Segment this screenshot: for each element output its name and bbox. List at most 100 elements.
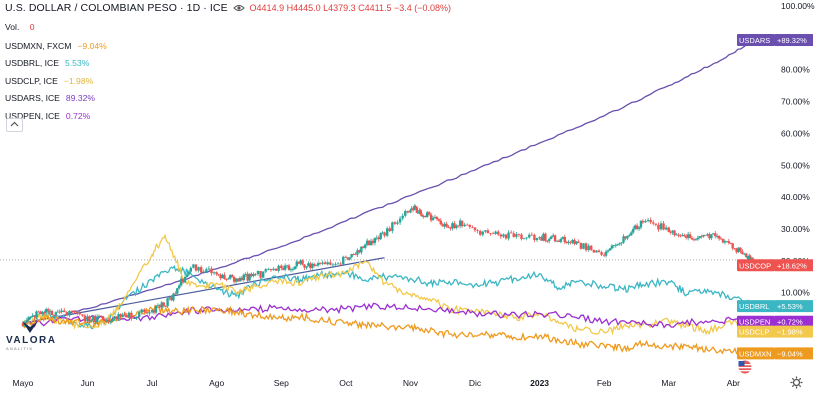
candle-body	[725, 241, 729, 242]
candle-body	[92, 316, 95, 321]
candle-body	[478, 231, 482, 235]
candle-body	[626, 235, 629, 239]
value-tag-symbol: USDBRL	[739, 302, 769, 311]
candle-body	[639, 220, 643, 228]
candle-body	[48, 310, 52, 312]
candle-body	[635, 225, 639, 229]
value-tag-symbol-bg	[737, 315, 775, 328]
candle-body	[694, 239, 698, 241]
valora-logo: VALORA ANALITIK	[6, 319, 55, 351]
candle-body	[178, 285, 181, 289]
candle-body	[637, 227, 641, 229]
candle-body	[679, 235, 682, 237]
candle-body	[600, 252, 603, 255]
candle-body	[708, 234, 711, 239]
candle-body	[293, 266, 297, 269]
candle-body	[68, 311, 71, 316]
value-tag-value: +89.32%	[777, 36, 807, 45]
candle-body	[471, 226, 474, 228]
candle-body	[590, 245, 593, 250]
candle-body	[577, 241, 580, 244]
legend-item-usdars[interactable]: USDARS, ICE 89.32%	[5, 90, 107, 107]
candle-body	[659, 223, 663, 230]
gear-icon[interactable]	[790, 376, 803, 389]
candle-body	[391, 222, 394, 232]
candle-body	[733, 248, 736, 250]
candle-body	[463, 224, 466, 227]
value-tag-usdcop: USDCOP +18.62%	[737, 259, 813, 272]
series-line-usdpen	[22, 302, 757, 329]
candle-body	[606, 250, 610, 252]
candle-body	[667, 227, 670, 232]
candle-body	[451, 223, 454, 229]
candle-body	[107, 319, 111, 323]
legend-item-usdbrl[interactable]: USDBRL, ICE 5.53%	[5, 55, 107, 72]
candle-body	[185, 274, 189, 277]
candle-body	[717, 236, 721, 239]
legend-item-usdpen[interactable]: USDPEN, ICE 0.72%	[5, 108, 107, 125]
candle-body	[199, 267, 203, 273]
usdcop-candles	[21, 204, 757, 327]
candle-body	[544, 233, 547, 241]
candle-body	[398, 218, 402, 223]
candle-body	[215, 272, 218, 275]
candle-body	[441, 224, 444, 227]
candle-body	[234, 278, 238, 282]
candle-body	[160, 302, 163, 308]
candle-body	[553, 235, 557, 242]
candle-body	[393, 222, 397, 224]
y-tick-label: 100.00%	[781, 1, 815, 11]
candle-body	[540, 237, 543, 241]
candle-body	[504, 234, 508, 239]
candle-body	[264, 269, 267, 272]
candle-body	[409, 209, 412, 213]
y-tick-label: 50.00%	[781, 160, 810, 170]
y-tick-label: 60.00%	[781, 128, 810, 138]
candle-body	[261, 271, 265, 278]
candle-body	[301, 260, 304, 265]
value-tag-value: −9.04%	[777, 349, 803, 358]
candle-body	[344, 256, 348, 258]
candle-body	[522, 238, 526, 240]
value-tag-usdclp: USDCLP −1.98%	[737, 325, 813, 338]
legend-item-usdclp[interactable]: USDCLP, ICE −1.98%	[5, 73, 107, 90]
candle-body	[223, 274, 226, 279]
value-tag-symbol-bg	[737, 34, 775, 47]
candle-body	[287, 265, 291, 271]
candle-body	[739, 247, 742, 252]
legend-item-usdmxn[interactable]: USDMXN, FXCM −9.04%	[5, 38, 107, 55]
candle-body	[595, 250, 598, 253]
candle-body	[748, 255, 752, 262]
candle-body	[219, 274, 222, 279]
logo-tagline: ANALITIK	[6, 346, 34, 351]
candle-body	[604, 251, 608, 256]
candle-body	[130, 312, 133, 319]
candle-body	[44, 309, 48, 313]
y-tick-label: 70.00%	[781, 97, 810, 107]
candle-body	[416, 212, 420, 214]
candle-body	[404, 211, 407, 216]
eye-icon[interactable]	[232, 4, 245, 12]
candle-body	[192, 264, 195, 268]
x-tick-label: Oct	[339, 378, 353, 388]
candle-body	[309, 263, 312, 268]
candle-body	[35, 311, 38, 318]
candle-body	[525, 237, 528, 239]
legend-symbol: USDPEN, ICE	[5, 110, 60, 121]
candle-body	[453, 223, 456, 228]
candle-body	[176, 288, 179, 294]
candle-body	[168, 297, 171, 299]
candle-body	[719, 238, 723, 240]
collapse-legend-button[interactable]	[6, 118, 23, 132]
x-tick-label: Mar	[661, 378, 676, 388]
candle-body	[671, 230, 674, 233]
candle-body	[415, 207, 419, 213]
legend-value: −9.04%	[77, 41, 107, 51]
candle-body	[569, 241, 572, 243]
volume-row: Vol. 0	[5, 22, 35, 32]
candle-body	[373, 237, 377, 244]
candle-body	[154, 305, 158, 313]
y-tick-label: 40.00%	[781, 192, 810, 202]
candle-body	[381, 232, 384, 234]
